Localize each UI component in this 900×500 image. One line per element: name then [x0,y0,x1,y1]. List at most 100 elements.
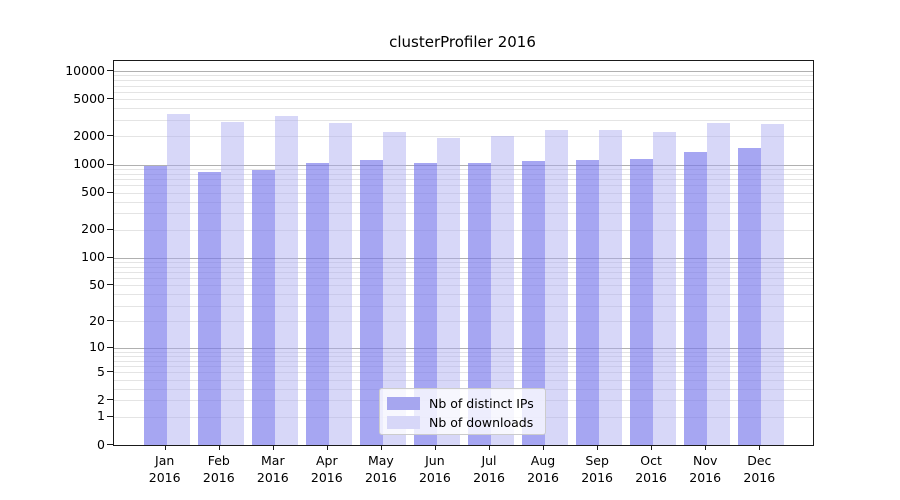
legend-swatch-downloads [387,416,420,429]
gridline-minor-30 [114,305,813,307]
gridline-minor-2000 [114,136,813,138]
gridline-minor-500 [114,192,813,194]
y-tick-label-1: 1 [97,408,105,424]
y-tick-mark-0 [107,444,113,445]
y-tick-mark-2000 [107,135,113,137]
x-tick-mark-aug [543,445,544,450]
plot-area [113,60,814,446]
legend-swatch-distinct-ips [387,397,420,410]
gridline-minor-3000 [114,119,813,121]
bar-distinct-ips-jul [468,162,491,445]
bar-distinct-ips-mar [251,169,275,445]
chart-title: clusterProfiler 2016 [389,33,536,51]
gridline-minor-8 [114,355,813,357]
x-tick-mark-jan [164,445,166,450]
gridline-minor-900 [114,168,813,170]
gridline-minor-6 [114,366,813,367]
y-tick-label-20: 20 [89,312,105,328]
x-tick-mark-dec [759,445,761,450]
gridline-minor-5 [114,372,813,374]
gridline-major-10000 [114,71,813,72]
gridline-minor-400 [114,201,813,203]
x-tick-mark-mar [272,445,274,450]
y-tick-mark-50 [107,284,113,286]
x-tick-label-aug: Aug 2016 [527,453,559,485]
y-tick-mark-5000 [107,98,113,100]
legend-label-downloads: Nb of downloads [429,415,534,430]
bar-distinct-ips-apr [305,162,329,445]
x-tick-label-mar: Mar 2016 [256,453,289,485]
y-tick-label-0: 0 [97,436,105,452]
gridline-minor-800 [114,173,813,175]
legend-label-distinct-ips: Nb of distinct IPs [429,396,534,411]
bar-downloads-may [382,131,406,445]
y-tick-label-50: 50 [89,276,105,292]
gridline-minor-300 [114,213,813,215]
bar-distinct-ips-feb [197,171,221,445]
bar-downloads-feb [220,121,244,445]
gridline-minor-40 [114,294,813,296]
bar-downloads-sep [599,130,623,445]
y-tick-label-500: 500 [81,184,105,200]
x-tick-label-dec: Dec 2016 [743,453,776,485]
gridline-major-1000 [114,164,813,166]
gridline-minor-600 [114,185,813,187]
x-tick-label-jun: Jun 2016 [418,453,451,485]
bar-downloads-jun [436,138,460,445]
x-tick-label-feb: Feb 2016 [202,453,235,485]
y-tick-mark-2 [107,399,113,401]
gridline-minor-7000 [114,85,813,87]
gridline-minor-700 [114,178,813,180]
x-tick-mark-nov [705,445,707,450]
bar-downloads-aug [545,130,568,445]
gridline-minor-20 [114,321,813,323]
x-tick-label-oct: Oct 2016 [635,453,667,485]
x-tick-mark-sep [597,445,599,450]
bar-distinct-ips-dec [738,148,762,445]
gridline-minor-6000 [114,91,813,93]
bar-distinct-ips-jan [143,166,167,445]
x-tick-label-jan: Jan 2016 [148,453,181,485]
y-tick-label-2000: 2000 [73,127,105,143]
gridline-minor-4000 [114,108,813,110]
y-tick-mark-1000 [107,163,113,165]
gridline-minor-50 [114,285,813,287]
gridline-minor-9 [114,351,813,353]
y-tick-label-10000: 10000 [65,62,105,78]
gridline-minor-8000 [114,80,813,82]
bar-downloads-jul [491,136,514,445]
gridline-minor-70 [114,271,813,273]
gridline-major-100 [114,257,813,259]
y-tick-label-10: 10 [89,339,105,355]
x-tick-label-jul: Jul 2016 [473,453,505,485]
bar-downloads-oct [653,131,677,445]
legend-row: Nb of distinct IPs [387,394,537,413]
x-tick-mark-feb [218,445,220,450]
bar-downloads-mar [274,116,298,445]
bar-distinct-ips-oct [630,158,654,445]
y-tick-mark-10 [107,346,113,348]
bar-distinct-ips-nov [684,152,708,445]
gridline-minor-200 [114,229,813,231]
x-tick-label-nov: Nov 2016 [689,453,722,485]
x-tick-label-sep: Sep 2016 [581,453,613,485]
y-tick-mark-1 [107,415,113,417]
y-tick-label-200: 200 [81,221,105,237]
bar-downloads-nov [707,123,731,445]
gridline-minor-9000 [114,75,813,77]
y-tick-mark-200 [107,228,113,230]
y-tick-label-1000: 1000 [73,156,105,171]
x-tick-mark-apr [326,445,328,450]
y-tick-label-5: 5 [97,363,105,379]
bar-distinct-ips-aug [522,161,545,445]
gridline-minor-90 [114,261,813,263]
bar-downloads-dec [761,123,785,445]
y-tick-label-2: 2 [97,391,105,407]
gridline-minor-7 [114,360,813,362]
x-tick-label-apr: Apr 2016 [310,453,343,485]
x-tick-mark-jun [434,445,436,450]
y-tick-mark-500 [107,191,113,193]
x-tick-mark-may [380,445,382,450]
bar-downloads-apr [328,122,352,445]
